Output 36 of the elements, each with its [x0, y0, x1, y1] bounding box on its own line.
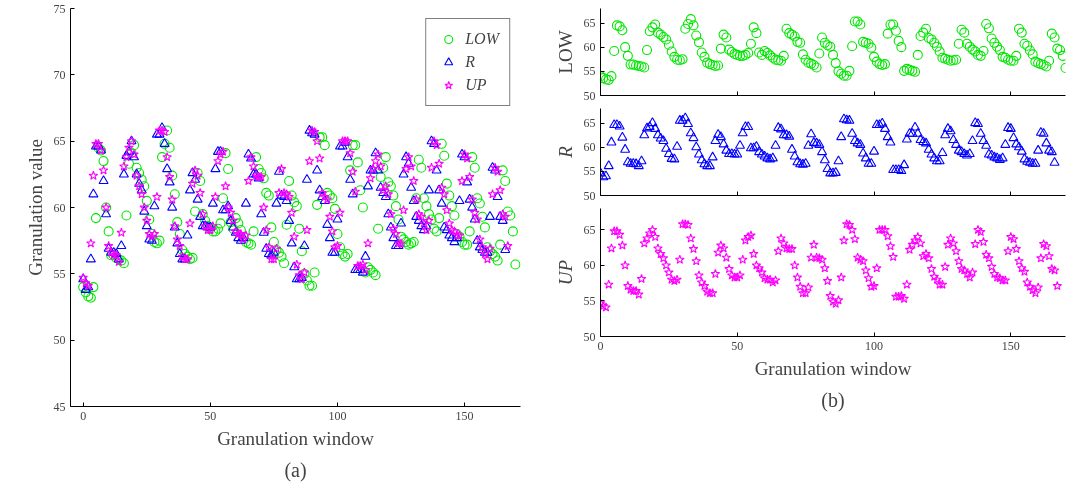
y-tick-label: 50 [583, 88, 596, 103]
y-tick-label: 60 [583, 140, 596, 155]
x-tick-label: 150 [1001, 338, 1020, 353]
x-tick-label: 50 [204, 408, 217, 423]
legend-label: R [465, 53, 476, 71]
y-tick-label: 55 [583, 293, 596, 308]
legend-label: LOW [465, 30, 499, 48]
x-tick-label: 50 [731, 338, 744, 353]
y-tick-label: 55 [53, 266, 66, 281]
y-tick-label: 50 [583, 188, 596, 203]
y-tick-label: 65 [583, 222, 596, 237]
x-tick-label: 100 [328, 408, 347, 423]
x-axis-title: Granulation window [754, 357, 912, 379]
y-tick-label: 75 [53, 1, 66, 16]
y-axis-title: R [554, 145, 576, 159]
y-tick-label: 60 [53, 200, 66, 215]
y-axis-title: UP [554, 259, 576, 286]
y-tick-label: 60 [583, 258, 596, 273]
y-tick-label: 55 [583, 64, 596, 79]
y-tick-label: 45 [53, 399, 66, 414]
y-tick-label: 65 [583, 116, 596, 130]
x-axis-title: Granulation window [217, 427, 375, 449]
x-tick-label: 100 [865, 338, 884, 353]
y-tick-label: 70 [53, 67, 66, 82]
x-tick-label: 0 [80, 408, 87, 423]
y-tick-label: 65 [53, 134, 66, 149]
legend-label: UP [465, 76, 487, 94]
x-tick-label: 150 [455, 408, 474, 423]
y-tick-label: 55 [583, 164, 596, 179]
text: (b) [821, 388, 845, 412]
y-tick-label: 60 [583, 40, 596, 55]
y-axis-title: LOW [554, 30, 576, 74]
x-tick-label: 0 [597, 338, 604, 353]
y-tick-label: 65 [583, 16, 596, 30]
y-axis-title: Granulation value [24, 139, 46, 276]
text: (a) [284, 458, 307, 482]
